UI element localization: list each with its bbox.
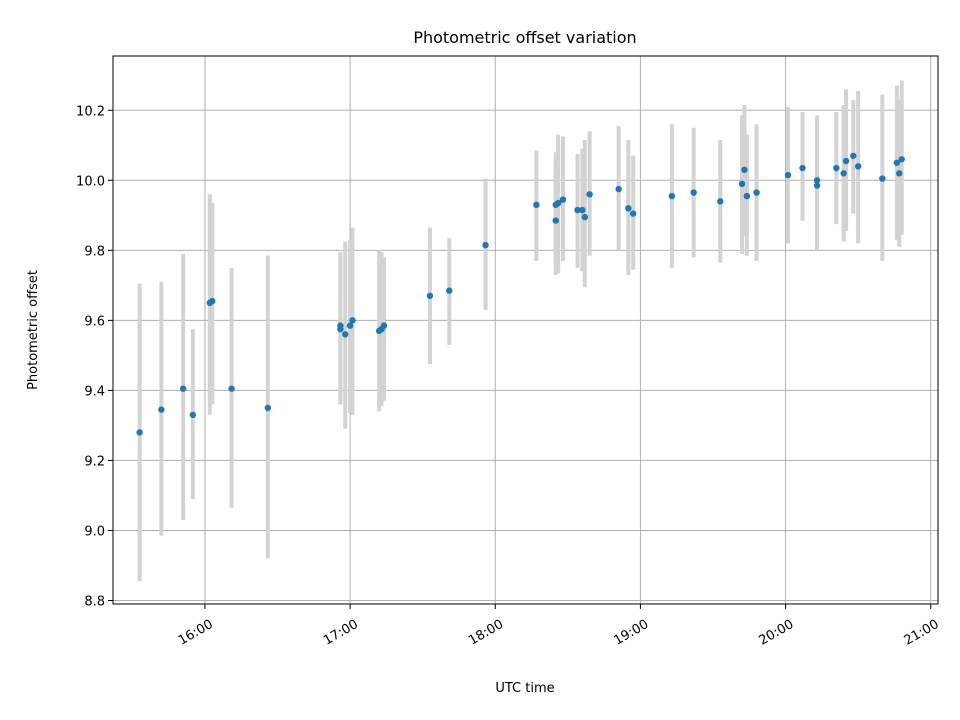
data-point: [380, 322, 388, 329]
data-point: [586, 191, 593, 198]
y-tick-label: 9.8: [84, 244, 105, 259]
data-point: [738, 180, 746, 188]
y-tick-label: 9.4: [84, 384, 105, 399]
data-point: [615, 185, 622, 193]
data-point: [349, 317, 356, 324]
y-tick-label: 9.6: [84, 314, 105, 329]
data-point: [840, 170, 847, 177]
data-point: [893, 159, 901, 166]
data-point: [482, 241, 489, 249]
grid-lines: [113, 56, 938, 604]
data-point: [346, 322, 354, 329]
data-point: [879, 175, 886, 182]
data-point: [208, 297, 216, 305]
data-point: [896, 170, 903, 177]
y-tick-label: 9.0: [84, 524, 105, 539]
data-point: [552, 217, 559, 224]
data-point: [579, 206, 586, 214]
data-point: [574, 206, 581, 214]
data-point: [189, 411, 197, 419]
data-point: [854, 163, 862, 170]
data-point: [136, 429, 143, 436]
data-points: [136, 152, 905, 436]
data-point: [228, 385, 235, 392]
data-point: [559, 196, 567, 203]
data-point: [799, 164, 806, 172]
chart-title: Photometric offset variation: [413, 28, 636, 47]
plot-frame: [112, 55, 939, 605]
data-point: [554, 199, 562, 207]
data-point: [342, 331, 349, 338]
data-point: [690, 189, 697, 196]
data-point: [717, 198, 724, 205]
data-point: [784, 171, 792, 179]
data-point: [581, 213, 588, 221]
data-point: [337, 322, 344, 329]
y-tick-label: 10.0: [76, 174, 105, 189]
data-point: [741, 166, 748, 174]
data-point: [179, 385, 187, 392]
data-point: [426, 292, 434, 300]
y-tick-label: 8.8: [84, 594, 105, 609]
data-point: [533, 201, 540, 209]
data-point: [842, 157, 850, 165]
data-point: [898, 156, 905, 163]
data-point: [850, 152, 857, 159]
data-point: [813, 177, 821, 184]
y-axis-ticks: 8.8 9.0 9.2 9.4 9.6 9.8 10.0 10.2: [76, 104, 113, 609]
data-point: [264, 404, 272, 412]
data-point: [753, 189, 760, 196]
data-point: [625, 205, 632, 212]
y-axis-label: Photometric offset: [26, 270, 41, 390]
data-point: [813, 182, 821, 189]
data-point: [833, 164, 840, 172]
x-axis-label: UTC time: [495, 681, 554, 696]
data-point: [668, 192, 676, 200]
data-point: [158, 406, 165, 413]
y-tick-label: 10.2: [76, 104, 105, 119]
data-point: [743, 192, 751, 200]
data-point: [629, 210, 637, 217]
data-point: [446, 287, 453, 294]
y-tick-label: 9.2: [84, 454, 105, 469]
